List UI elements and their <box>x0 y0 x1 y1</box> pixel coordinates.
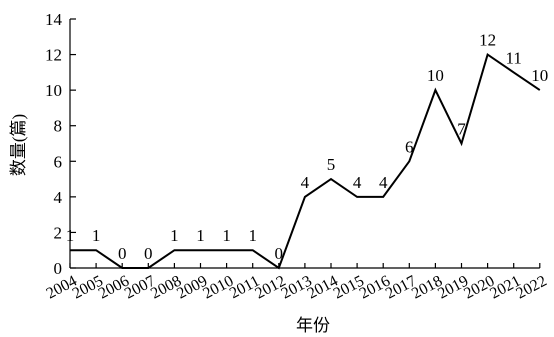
data-label: 10 <box>427 66 444 85</box>
data-label: 10 <box>531 66 548 85</box>
data-label: 4 <box>379 173 388 192</box>
x-axis-ticks: 2004200520062007200820092010201120122013… <box>44 263 550 303</box>
data-label: 0 <box>275 244 284 263</box>
y-axis-ticks: 0 2 4 6 8 10 12 14 <box>45 10 76 278</box>
y-tick-label: 8 <box>54 117 63 136</box>
data-label: 1 <box>196 226 205 245</box>
data-label: 0 <box>144 244 153 263</box>
y-axis-label: 数量(篇) <box>9 114 28 176</box>
y-tick-label: 12 <box>45 46 62 65</box>
data-label: 1 <box>170 226 179 245</box>
data-label: 0 <box>118 244 127 263</box>
data-label: 12 <box>479 31 496 50</box>
data-label: 11 <box>506 48 522 67</box>
y-tick-label: 2 <box>54 223 63 242</box>
series-line <box>70 52 541 270</box>
y-tick-label: 10 <box>45 81 62 100</box>
x-tick-label: 2022 <box>513 273 549 303</box>
data-label: 6 <box>405 137 414 156</box>
data-label: 1 <box>248 226 257 245</box>
data-label: 5 <box>327 155 336 174</box>
data-label: 1 <box>222 226 231 245</box>
x-axis-label: 年份 <box>296 316 330 335</box>
y-tick-label: 4 <box>54 188 63 207</box>
data-label: 7 <box>457 120 466 139</box>
data-label: 4 <box>353 173 362 192</box>
y-tick-label: 14 <box>45 10 63 29</box>
data-label: 1 <box>92 226 101 245</box>
y-tick-label: 0 <box>54 259 63 278</box>
data-label: 4 <box>301 173 310 192</box>
y-tick-label: 6 <box>54 152 63 171</box>
data-label: 1 <box>66 226 75 245</box>
